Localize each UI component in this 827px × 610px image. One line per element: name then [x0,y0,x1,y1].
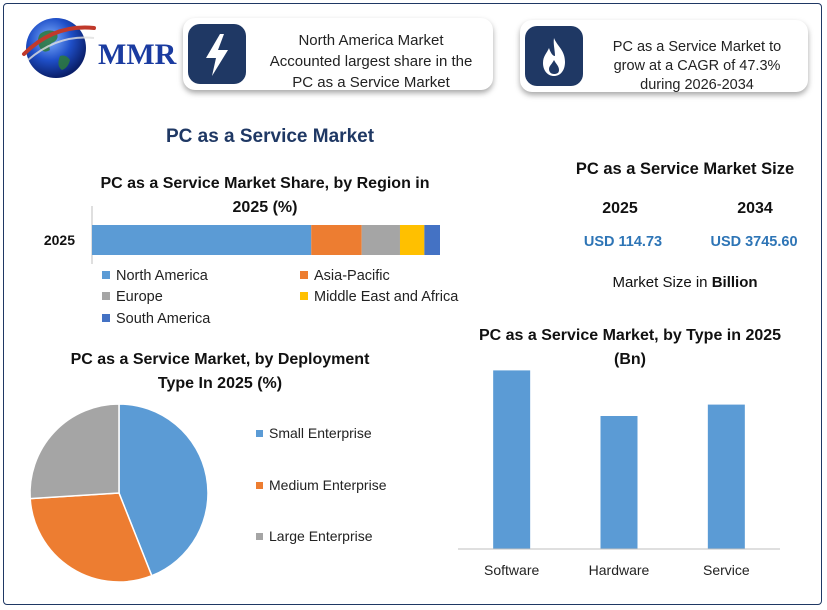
legend-large-enterprise: Large Enterprise [256,528,373,544]
region-chart-title-line: PC as a Service Market Share, by Region … [100,175,430,192]
bar-segment [361,225,400,255]
callout-north-america: North America Market Accounted largest s… [183,18,493,91]
pie-slice [29,403,120,500]
main-title: PC as a Service Market [165,126,375,147]
callout-line: PC as a Service Market [292,74,450,91]
legend-label: North America [116,268,208,284]
flame-icon [525,26,583,86]
legend-europe: Europe [102,289,163,305]
unit-note-prefix: Market Size in [612,274,708,291]
legend-swatch [300,271,308,280]
legend-south-america: South America [102,311,210,327]
pie-slice [118,403,209,577]
value-2034: USD 3745.60 [710,234,798,250]
deployment-chart-title-line: Type In 2025 (%) [157,375,283,392]
legend-label: Small Enterprise [269,425,372,441]
legend-label: Asia-Pacific [314,268,390,284]
market-size-unit-note: Market Size in Billion [556,274,814,291]
bar-segment [311,225,362,255]
unit-note-bold: Billion [711,274,758,291]
pie-slice [29,492,153,583]
type-chart-title-line: PC as a Service Market, by Type in 2025 [478,327,782,344]
legend-label: Large Enterprise [269,528,373,544]
legend-asia-pacific: Asia-Pacific [300,268,390,284]
mmr-logo: MMR [18,8,176,88]
logo-text: MMR [98,38,177,71]
lightning-icon [188,24,246,84]
x-tick-label: Hardware [589,562,650,578]
legend-swatch [256,429,263,437]
type-bar [707,404,745,549]
legend-swatch [300,292,308,301]
deployment-chart-title-line: PC as a Service Market, by Deployment [70,351,370,368]
legend-label: Medium Enterprise [269,477,387,493]
callout-line: North America Market [298,32,444,49]
region-chart-title: PC as a Service Market Share, by Region … [80,172,450,220]
legend-north-america: North America [102,268,208,284]
legend-swatch [102,271,110,280]
legend-swatch [256,481,263,489]
callout-line: PC as a Service Market to [612,39,782,55]
legend-small-enterprise: Small Enterprise [256,425,372,441]
year-2025: 2025 [602,200,638,217]
globe-icon [22,18,96,78]
legend-medium-enterprise: Medium Enterprise [256,477,387,493]
type-bar-chart: Software Hardware Service [458,370,780,578]
callout-line: grow at a CAGR of 47.3% [613,58,781,74]
deployment-pie-chart [29,403,209,583]
legend-swatch [102,314,110,323]
deployment-chart-title: PC as a Service Market, by Deployment Ty… [30,348,410,396]
legend-swatch [256,532,263,540]
region-share-chart: 2025 [44,206,440,264]
type-chart-title-line: (Bn) [614,351,646,368]
type-bar [600,416,638,549]
callout-line: during 2026-2034 [640,77,754,93]
legend-label: Middle East and Africa [314,289,459,305]
type-chart-title: PC as a Service Market, by Type in 2025 … [455,324,805,372]
region-chart-title-line: 2025 (%) [232,199,298,216]
legend-swatch [102,292,110,301]
x-tick-label: Software [484,562,539,578]
bar-segment [92,225,312,255]
bar-segment [399,225,425,255]
x-tick-label: Service [703,562,750,578]
legend-label: South America [116,311,211,327]
callout-line: Accounted largest share in the [269,53,473,70]
type-bar [493,370,531,549]
legend-mea: Middle East and Africa [300,289,458,305]
bar-segment [424,225,440,255]
callout-cagr: PC as a Service Market to grow at a CAGR… [520,20,808,93]
legend-label: Europe [116,289,163,305]
category-label: 2025 [44,232,75,248]
year-2034: 2034 [737,200,773,217]
value-2025: USD 114.73 [583,234,663,250]
market-size-title: PC as a Service Market Size [575,160,795,178]
